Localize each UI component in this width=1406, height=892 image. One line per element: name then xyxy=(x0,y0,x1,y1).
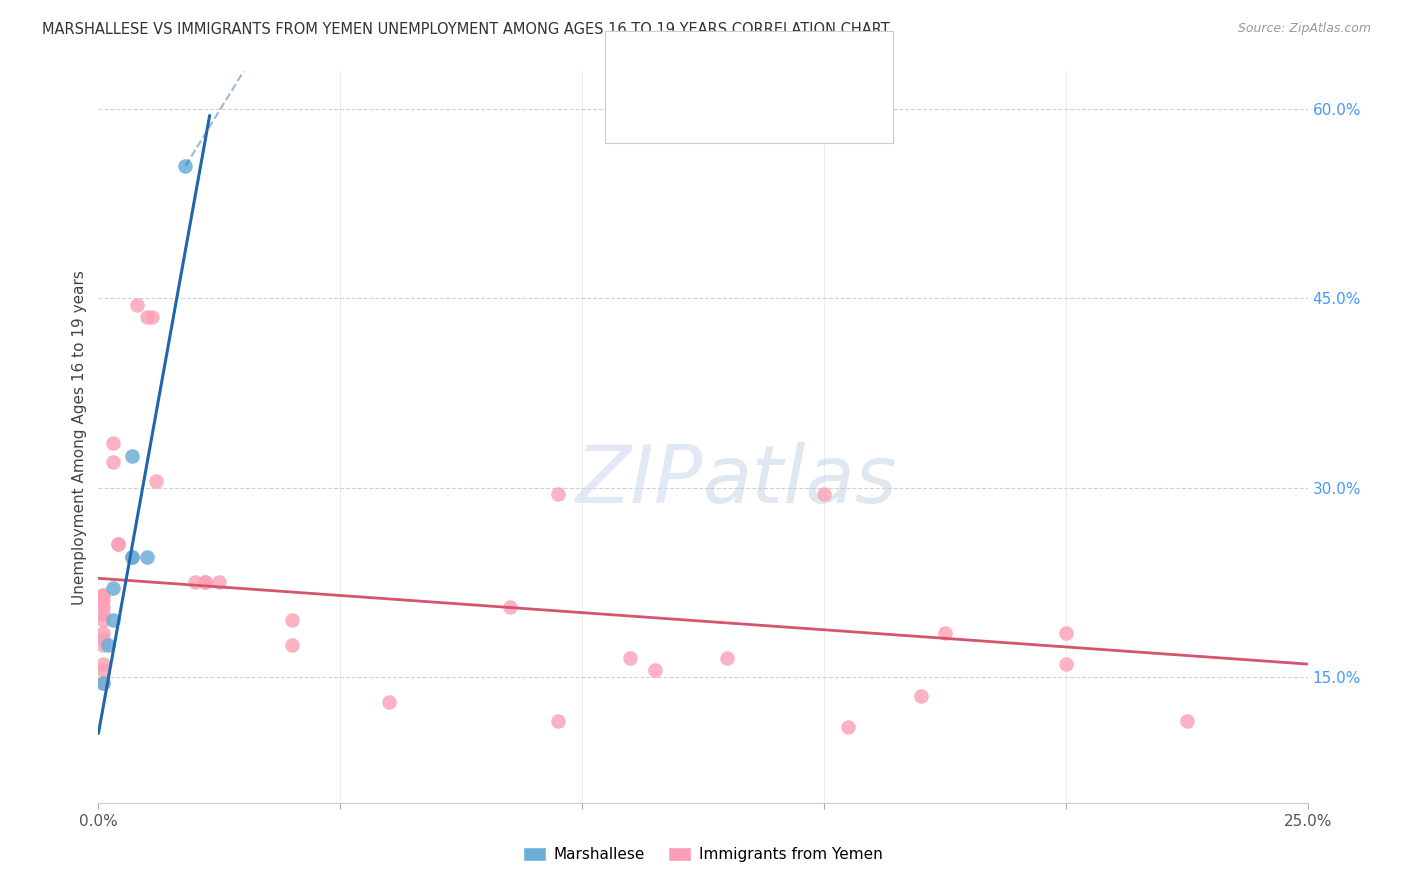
Text: 9: 9 xyxy=(839,57,849,72)
Point xyxy=(121,549,143,564)
Point xyxy=(716,650,738,665)
Point xyxy=(934,625,956,640)
Text: ZIP: ZIP xyxy=(575,442,703,520)
Point xyxy=(498,600,520,615)
Point xyxy=(101,436,124,450)
Point xyxy=(281,638,304,652)
Point xyxy=(91,676,114,690)
Point xyxy=(910,689,932,703)
Text: N =: N = xyxy=(785,57,818,72)
Point xyxy=(91,676,114,690)
Text: MARSHALLESE VS IMMIGRANTS FROM YEMEN UNEMPLOYMENT AMONG AGES 16 TO 19 YEARS CORR: MARSHALLESE VS IMMIGRANTS FROM YEMEN UNE… xyxy=(42,22,890,37)
FancyBboxPatch shape xyxy=(626,90,655,122)
Point xyxy=(91,657,114,671)
Text: Source: ZipAtlas.com: Source: ZipAtlas.com xyxy=(1237,22,1371,36)
Point xyxy=(1054,625,1077,640)
Point xyxy=(174,159,197,173)
Legend: Marshallese, Immigrants from Yemen: Marshallese, Immigrants from Yemen xyxy=(517,841,889,868)
Text: N =: N = xyxy=(785,99,818,114)
Point xyxy=(1054,657,1077,671)
Text: 40: 40 xyxy=(839,99,860,114)
Point xyxy=(547,487,569,501)
Point xyxy=(547,714,569,728)
Point xyxy=(91,600,114,615)
Point xyxy=(121,549,143,564)
Point xyxy=(91,625,114,640)
Point xyxy=(91,594,114,608)
Point xyxy=(91,638,114,652)
Y-axis label: Unemployment Among Ages 16 to 19 years: Unemployment Among Ages 16 to 19 years xyxy=(72,269,87,605)
Point xyxy=(97,638,120,652)
Point xyxy=(184,575,207,590)
Point xyxy=(121,449,143,463)
Point xyxy=(127,298,149,312)
Point xyxy=(101,455,124,469)
Point xyxy=(194,575,217,590)
Point xyxy=(91,664,114,678)
Text: -0.104: -0.104 xyxy=(728,99,783,114)
Point xyxy=(91,632,114,646)
Point xyxy=(141,310,163,325)
Point xyxy=(208,575,231,590)
Point xyxy=(135,549,157,564)
Point xyxy=(135,310,157,325)
Point xyxy=(837,720,859,734)
Point xyxy=(813,487,835,501)
Text: atlas: atlas xyxy=(703,442,898,520)
Point xyxy=(91,613,114,627)
Point xyxy=(281,613,304,627)
Point xyxy=(101,582,124,596)
FancyBboxPatch shape xyxy=(626,49,655,81)
Point xyxy=(91,607,114,621)
Point xyxy=(145,474,167,488)
Point xyxy=(91,588,114,602)
Text: R =: R = xyxy=(668,99,702,114)
Text: R =: R = xyxy=(668,57,702,72)
Point xyxy=(644,664,666,678)
Point xyxy=(194,575,217,590)
Point xyxy=(101,613,124,627)
Point xyxy=(107,537,129,551)
Point xyxy=(91,588,114,602)
Point xyxy=(619,650,641,665)
Point xyxy=(107,537,129,551)
Text: 0.848: 0.848 xyxy=(728,57,776,72)
Point xyxy=(377,695,399,709)
Point xyxy=(1175,714,1198,728)
